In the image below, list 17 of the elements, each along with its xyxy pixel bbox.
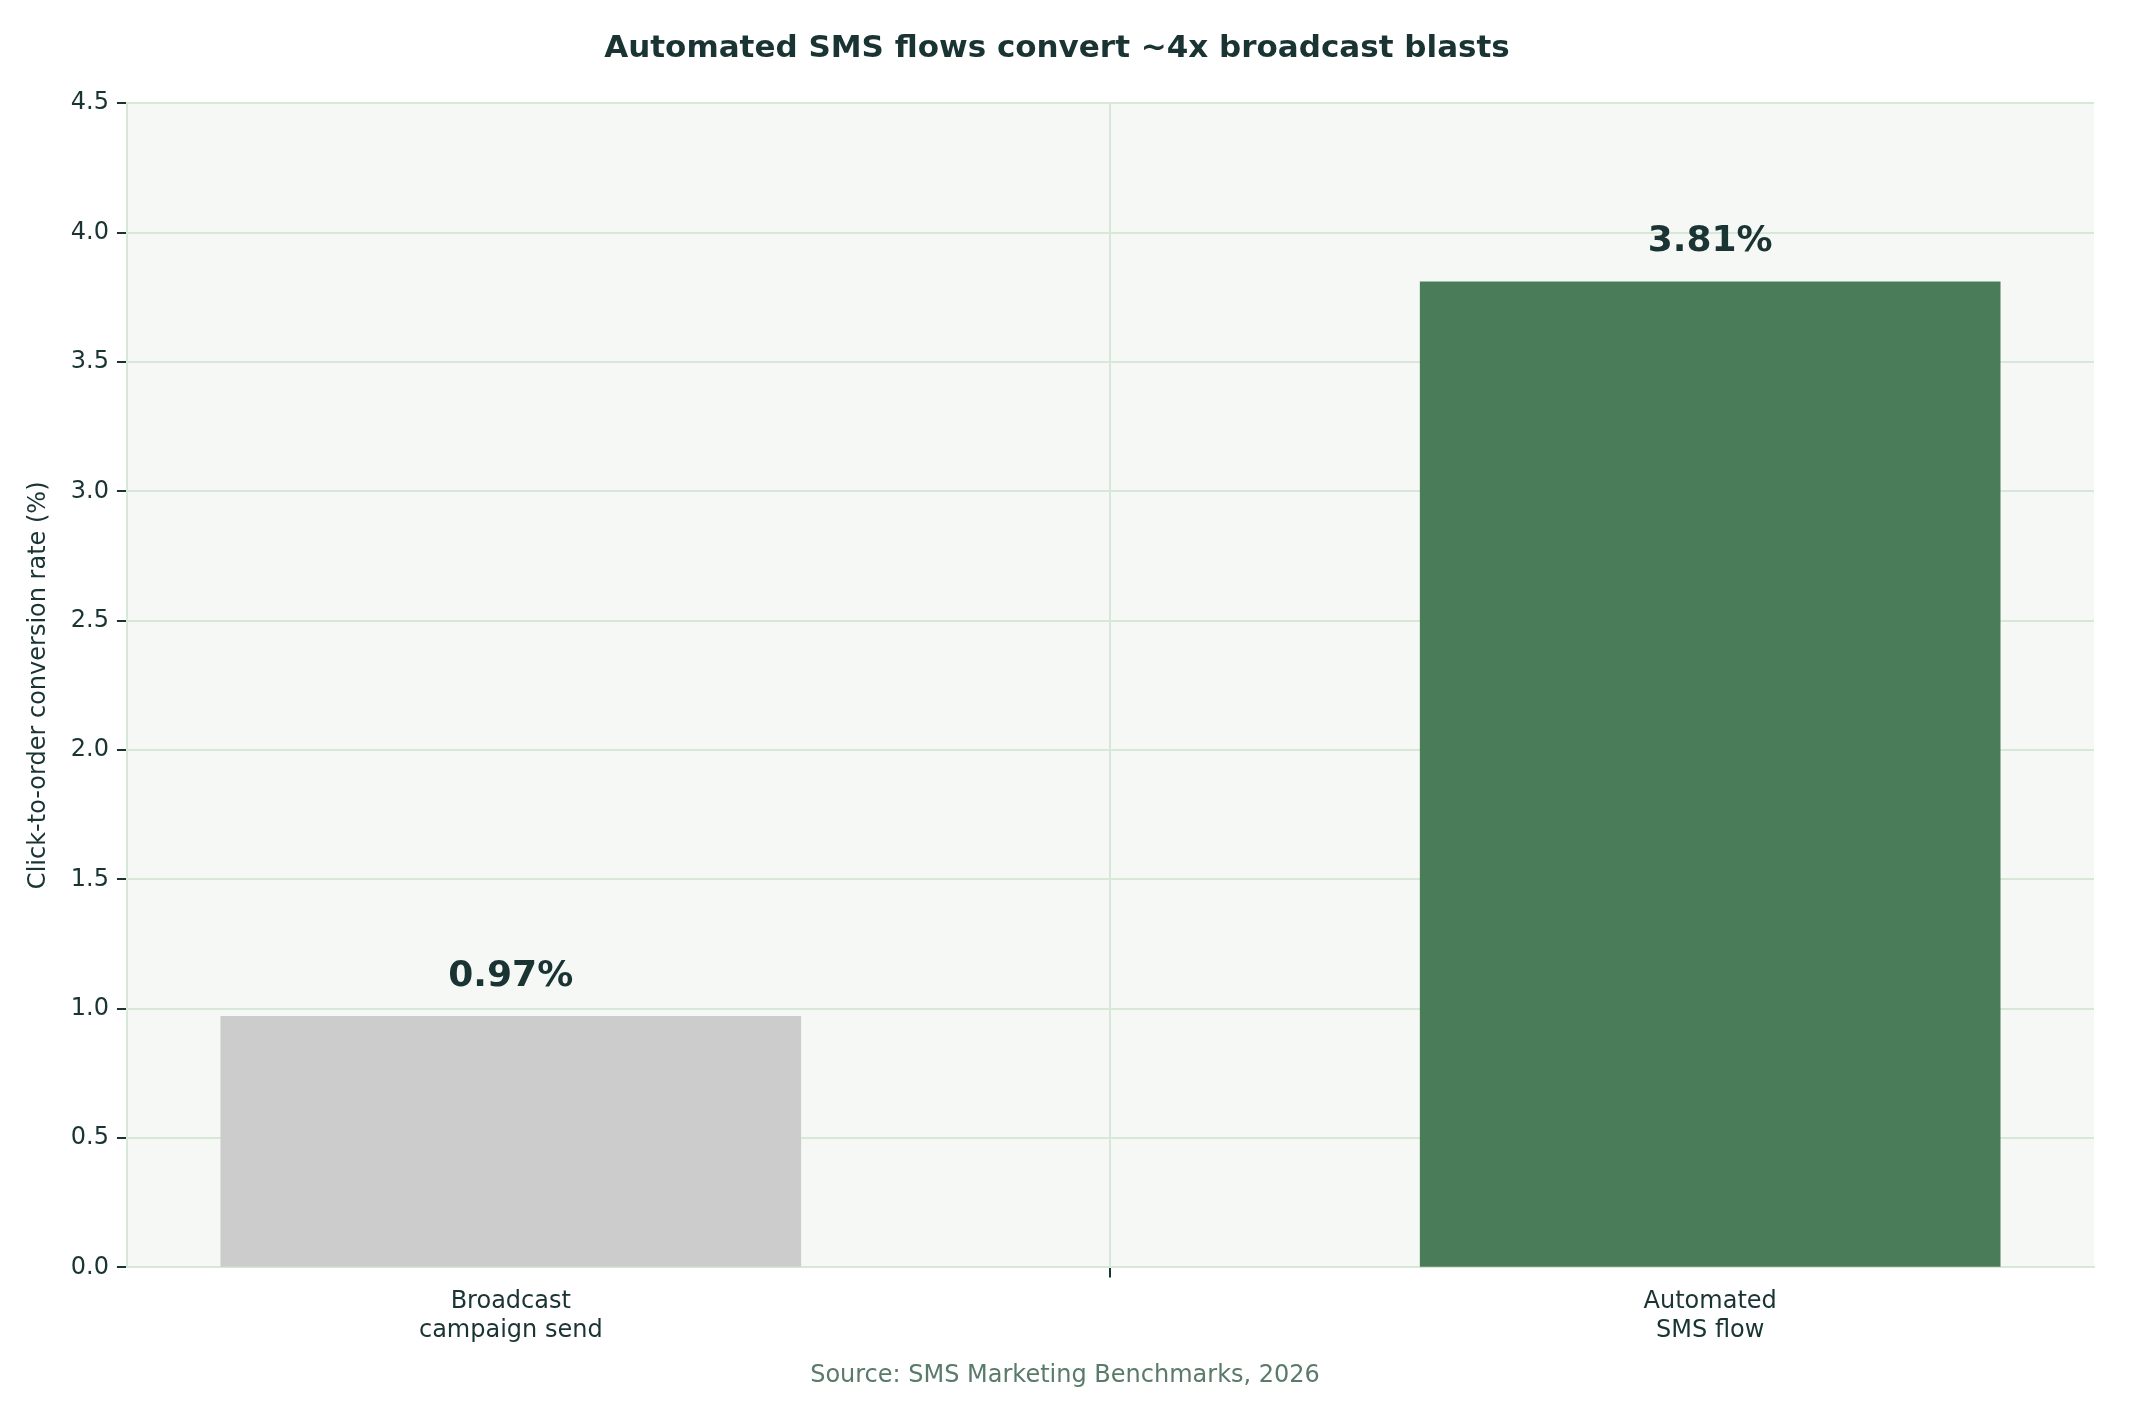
x-tick-label: Automated SMS flow [1643, 1286, 1777, 1343]
source-note: Source: SMS Marketing Benchmarks, 2026 [810, 1360, 1320, 1389]
y-tick-label: 2.0 [70, 734, 109, 763]
data-label: 3.81% [1647, 218, 1773, 260]
y-tick-label: 3.0 [70, 475, 109, 504]
y-tick-label: 0.0 [70, 1251, 109, 1280]
y-tick-label: 0.5 [70, 1122, 109, 1151]
x-tick-label: Broadcast campaign send [418, 1286, 603, 1343]
y-tick-label: 4.0 [70, 216, 109, 245]
data-label: 0.97% [448, 952, 574, 994]
y-tick-label: 2.5 [70, 604, 109, 633]
y-tick-label: 4.5 [70, 87, 109, 116]
y-tick-label: 1.5 [70, 863, 109, 892]
y-axis-title: Click-to-order conversion rate (%) [22, 481, 51, 890]
y-tick-label: 3.5 [70, 346, 109, 375]
chart-title: Automated SMS flows convert ~4x broadcast blasts [604, 27, 1510, 64]
y-tick-label: 1.0 [70, 992, 109, 1021]
